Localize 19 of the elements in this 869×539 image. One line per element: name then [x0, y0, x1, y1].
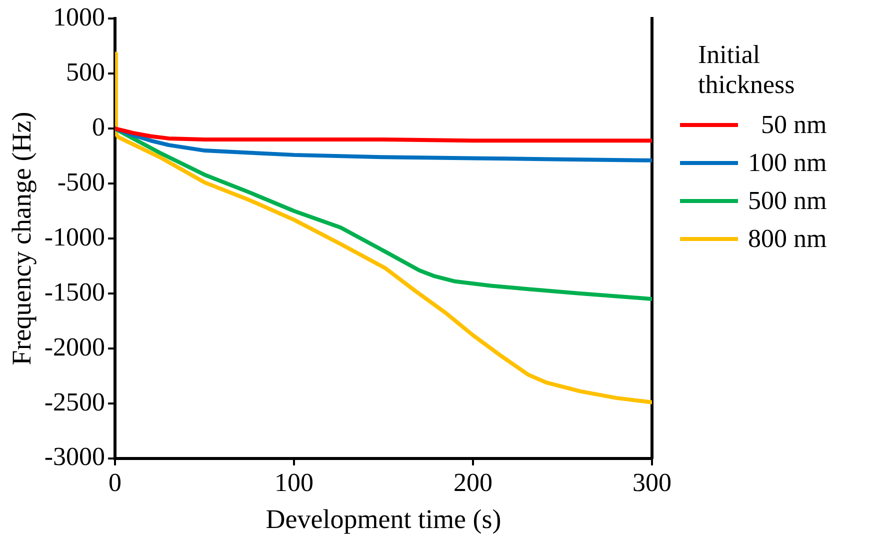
y-tick-label: 1000: [53, 2, 106, 32]
legend-label: 500 nm: [748, 186, 827, 216]
legend-label: 100 nm: [748, 148, 827, 178]
legend-title: Initial thickness: [698, 40, 796, 100]
y-tick-label: -500: [57, 167, 106, 196]
y-tick-label: -2000: [44, 332, 106, 362]
legend-label: 800 nm: [748, 224, 827, 254]
legend-label: 50 nm: [760, 110, 827, 140]
y-tick-label: 0: [92, 112, 106, 142]
x-tick-label: 100: [274, 468, 314, 497]
x-axis-title: Development time (s): [266, 504, 502, 534]
y-tick-label: -2500: [44, 387, 106, 416]
y-tick-label: -1500: [44, 277, 106, 306]
y-tick-label: 500: [66, 57, 106, 86]
x-tick-label: 300: [632, 468, 672, 497]
y-tick-label: -3000: [44, 442, 106, 472]
y-tick-label: -1000: [44, 222, 106, 252]
y-axis-title: Frequency change (Hz): [6, 112, 36, 366]
x-tick-label: 200: [454, 468, 493, 497]
